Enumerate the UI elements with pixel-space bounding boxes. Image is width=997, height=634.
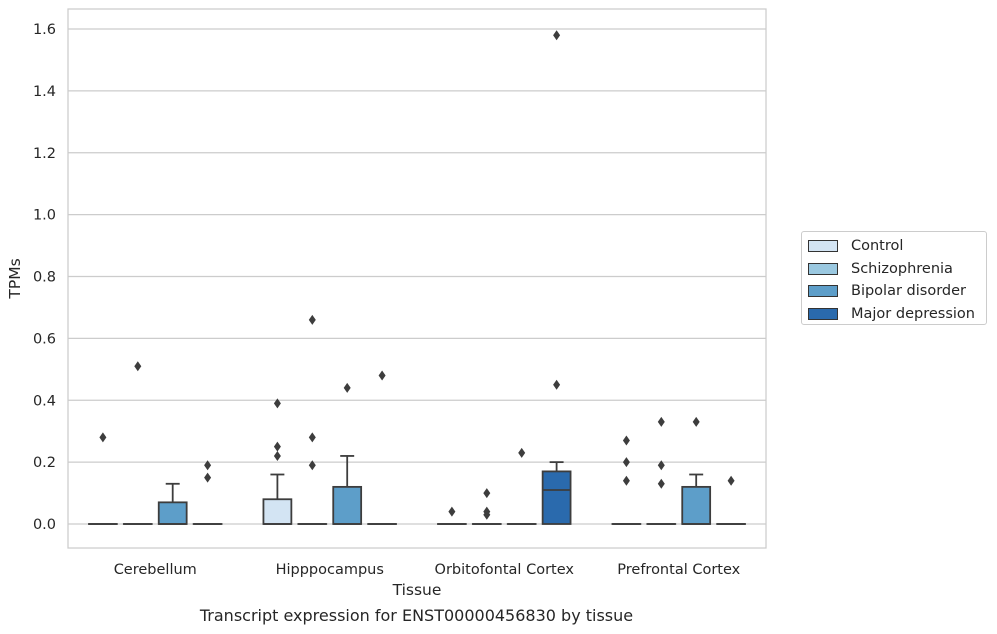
legend-item: Major depression bbox=[808, 303, 986, 326]
outlier-point bbox=[134, 361, 142, 372]
legend-swatch bbox=[808, 262, 838, 275]
y-tick-label: 0.8 bbox=[33, 270, 56, 286]
box bbox=[157, 482, 188, 525]
outlier-point bbox=[308, 432, 316, 443]
legend: Control Schizophrenia Bipolar disorder Majo… bbox=[801, 231, 987, 325]
outlier-point bbox=[657, 416, 665, 427]
y-tick-labels: 0.0 0.2 0.4 0.6 0.8 1.0 1.2 1.4 1.6 bbox=[33, 22, 56, 533]
y-tick-label: 1.0 bbox=[33, 208, 56, 224]
box bbox=[122, 361, 153, 525]
legend-swatch bbox=[808, 285, 838, 298]
box bbox=[646, 416, 677, 525]
x-tick-label: Cerebellum bbox=[114, 562, 197, 578]
outlier-point bbox=[622, 457, 630, 468]
box bbox=[88, 432, 118, 525]
outlier-point bbox=[273, 450, 281, 461]
outlier-point bbox=[657, 478, 665, 489]
legend-item: Bipolar disorder bbox=[808, 280, 986, 303]
outlier-point bbox=[378, 370, 386, 381]
box bbox=[541, 30, 572, 525]
x-tick-label: Orbitofontal Cortex bbox=[435, 562, 575, 578]
x-tick-labels: Cerebellum Hipppocampus Orbitofontal Corte… bbox=[114, 562, 741, 578]
outlier-point bbox=[273, 441, 281, 452]
outlier-point bbox=[553, 30, 561, 41]
box-body bbox=[332, 485, 363, 525]
box-series bbox=[88, 30, 746, 525]
legend-swatch bbox=[808, 307, 838, 320]
legend-item: Control bbox=[808, 235, 986, 258]
outlier-point bbox=[657, 460, 665, 471]
box bbox=[611, 435, 642, 525]
y-tick-label: 0.4 bbox=[33, 393, 56, 409]
outlier-point bbox=[483, 488, 491, 499]
legend-swatch bbox=[808, 240, 838, 253]
legend-label: Schizophrenia bbox=[851, 260, 953, 277]
x-axis-label: Tissue bbox=[392, 581, 442, 599]
y-axis-label: TPMs bbox=[6, 258, 24, 299]
outlier-point bbox=[553, 379, 561, 390]
outlier-point bbox=[308, 314, 316, 325]
outlier-point bbox=[343, 382, 351, 393]
box-body bbox=[681, 485, 712, 525]
outlier-point bbox=[692, 416, 700, 427]
outlier-point bbox=[518, 447, 526, 458]
box bbox=[506, 447, 537, 525]
outlier-point bbox=[99, 432, 107, 443]
legend-item: Schizophrenia bbox=[808, 258, 986, 281]
box bbox=[471, 488, 502, 525]
outlier-point bbox=[483, 506, 491, 517]
outlier-point bbox=[204, 460, 212, 471]
x-tick-label: Prefrontal Cortex bbox=[617, 562, 740, 578]
outlier-point bbox=[308, 460, 316, 471]
box bbox=[297, 314, 328, 525]
outlier-point bbox=[727, 475, 735, 486]
y-tick-label: 1.6 bbox=[33, 22, 56, 38]
legend-label: Bipolar disorder bbox=[851, 283, 966, 300]
box-body bbox=[541, 470, 572, 525]
box bbox=[367, 370, 397, 525]
box bbox=[681, 416, 712, 525]
legend-label: Control bbox=[851, 238, 904, 255]
y-tick-label: 0.2 bbox=[33, 455, 56, 471]
outlier-point bbox=[204, 472, 212, 483]
y-tick-label: 1.2 bbox=[33, 146, 56, 162]
outlier-point bbox=[622, 475, 630, 486]
y-tick-label: 1.4 bbox=[33, 84, 56, 100]
box bbox=[192, 460, 223, 525]
y-tick-label: 0.6 bbox=[33, 331, 56, 347]
box bbox=[716, 475, 746, 525]
box bbox=[437, 506, 467, 525]
chart-caption: Transcript expression for ENST0000045683… bbox=[199, 606, 634, 625]
outlier-point bbox=[448, 506, 456, 517]
plot-frame bbox=[67, 8, 767, 549]
box-body bbox=[157, 501, 188, 525]
legend-label: Major depression bbox=[851, 305, 975, 322]
outlier-point bbox=[273, 398, 281, 409]
box bbox=[262, 398, 293, 525]
outlier-point bbox=[622, 435, 630, 446]
box bbox=[332, 382, 363, 525]
box-body bbox=[262, 498, 293, 525]
x-tick-label: Hipppocampus bbox=[276, 562, 384, 578]
y-tick-label: 0.0 bbox=[33, 517, 56, 533]
gridlines bbox=[68, 28, 766, 525]
